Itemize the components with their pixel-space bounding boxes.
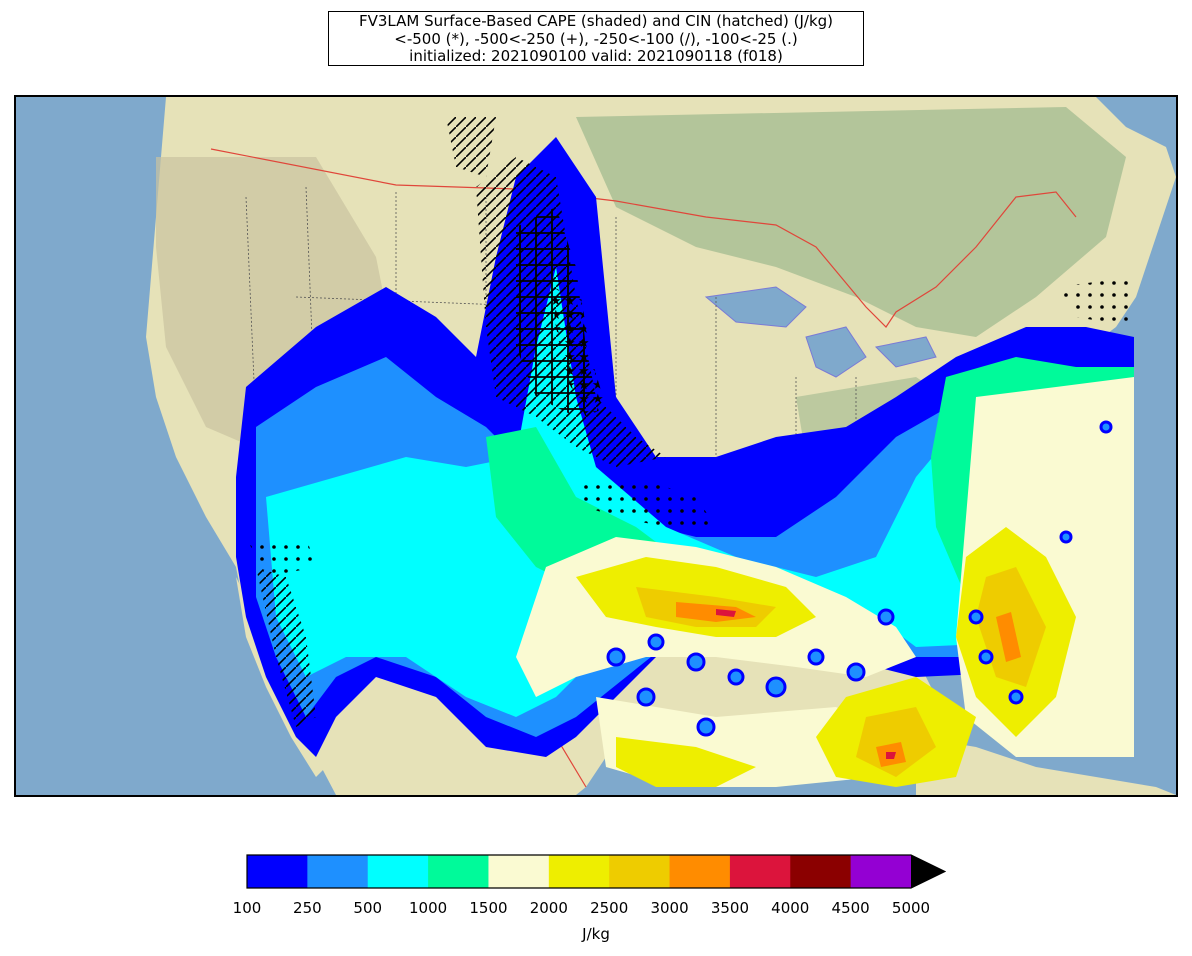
colorbar-segment xyxy=(367,855,429,888)
colorbar-segment xyxy=(247,855,308,888)
colorbar-tick-label: 4000 xyxy=(771,899,810,917)
colorbar-extend-arrow xyxy=(911,855,945,888)
colorbar-segment xyxy=(790,855,852,888)
colorbar-tick-label: 100 xyxy=(232,899,262,917)
land-cuba xyxy=(916,737,1176,795)
colorbar-tick-label: 3500 xyxy=(710,899,749,917)
cin-dot-region-1 xyxy=(576,477,716,527)
colorbar-segment xyxy=(850,855,912,888)
cin-star-region xyxy=(551,287,606,417)
cin-hatching xyxy=(246,117,1134,727)
cape-2500-3000 xyxy=(636,567,1046,777)
cape-500-1000 xyxy=(266,267,1134,717)
map-canvas: ★ xyxy=(16,97,1176,795)
colorbar-tick-label: 4500 xyxy=(831,899,870,917)
title-line-2: <-500 (*), -500<-250 (+), -250<-100 (/),… xyxy=(394,29,798,48)
cape-3000-3500 xyxy=(676,602,1021,767)
colorbar-tick-label: 500 xyxy=(353,899,383,917)
colorbar-units: J/kg xyxy=(582,925,610,943)
colorbar-tick-label: 5000 xyxy=(891,899,931,917)
cin-dot-region-2 xyxy=(1056,277,1134,327)
colorbar xyxy=(246,854,946,889)
colorbar-segment xyxy=(428,855,489,888)
colorbar-tick-label: 1000 xyxy=(408,899,448,917)
colorbar-outline xyxy=(246,854,946,889)
title-line-3: initialized: 2021090100 valid: 202109011… xyxy=(409,47,783,65)
colorbar-tick-label: 2500 xyxy=(590,899,629,917)
cape-2000-2500 xyxy=(576,527,1076,787)
colorbar-segment xyxy=(548,855,610,888)
colorbar-segment xyxy=(307,855,369,888)
colorbar-segment xyxy=(488,855,550,888)
gulf-cells xyxy=(606,420,1113,737)
colorbar-tick-label: 1500 xyxy=(469,899,508,917)
colorbar-segment xyxy=(729,855,791,888)
colorbar-tick-label: 250 xyxy=(293,899,322,917)
cape-shading xyxy=(236,137,1134,787)
cin-slash-region-3 xyxy=(446,117,496,177)
map-panel: ★ xyxy=(14,95,1178,797)
cin-dot-region-3 xyxy=(246,537,316,577)
forest-north xyxy=(576,107,1126,337)
cin-slash-region-2 xyxy=(256,567,316,727)
title-line-1: FV3LAM Surface-Based CAPE (shaded) and C… xyxy=(358,12,834,30)
colorbar-segment xyxy=(609,855,671,888)
great-lakes xyxy=(704,286,937,378)
colorbar-tick-label: 2000 xyxy=(529,899,568,917)
colorbar-tick-label: 3000 xyxy=(650,899,689,917)
chart-title: FV3LAM Surface-Based CAPE (shaded) and C… xyxy=(328,11,864,66)
colorbar-segment xyxy=(669,855,731,888)
